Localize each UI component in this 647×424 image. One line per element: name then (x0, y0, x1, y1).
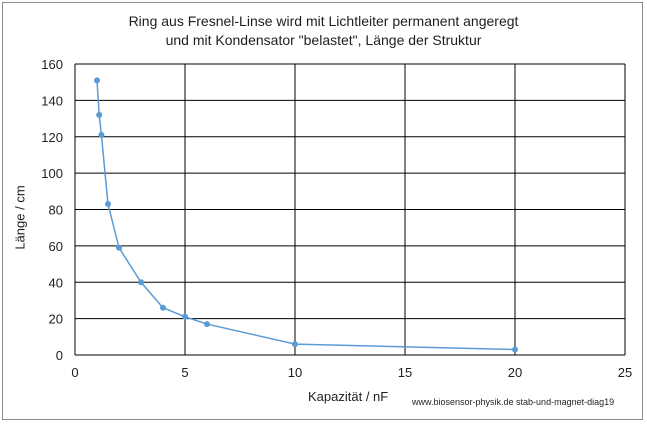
grid (74, 63, 626, 356)
data-point (182, 313, 188, 320)
data-series (94, 77, 518, 353)
data-point (512, 346, 518, 353)
y-tick-label: 160 (41, 57, 63, 72)
data-point (292, 341, 298, 348)
x-tick-label: 20 (508, 365, 522, 380)
y-tick-label: 40 (49, 275, 63, 290)
chart-title-line-1: Ring aus Fresnel-Linse wird mit Lichtlei… (128, 13, 519, 29)
source-note: www.biosensor-physik.de stab-und-magnet-… (412, 397, 615, 407)
x-tick-label: 0 (71, 365, 78, 380)
data-point (94, 77, 100, 84)
y-tick-label: 20 (49, 312, 63, 327)
x-tick-label: 25 (618, 365, 632, 380)
y-tick-label: 140 (41, 93, 63, 108)
data-point (160, 304, 166, 311)
data-point (204, 321, 210, 328)
x-axis-label: Kapazität / nF (308, 389, 389, 404)
data-point (138, 279, 144, 286)
chart-frame (2, 2, 643, 420)
data-point (116, 244, 122, 251)
y-tick-label: 120 (41, 130, 63, 145)
y-axis-label: Länge / cm (12, 185, 28, 250)
tick-labels: 0 20 40 60 80 100 120 140 160 0 5 10 15 20 25 (41, 57, 632, 380)
data-point (96, 111, 103, 118)
chart-title-line-2: und mit Kondensator "belastet", Länge de… (165, 32, 482, 48)
x-tick-label: 10 (288, 365, 302, 380)
x-tick-label: 5 (181, 365, 188, 380)
y-tick-label: 0 (56, 348, 63, 363)
y-tick-label: 100 (41, 166, 63, 181)
y-tick-label: 60 (49, 239, 63, 254)
series-line (96, 80, 516, 351)
y-tick-label: 80 (49, 203, 63, 218)
data-point (98, 131, 105, 138)
data-point (105, 201, 111, 208)
x-tick-label: 15 (398, 365, 412, 380)
